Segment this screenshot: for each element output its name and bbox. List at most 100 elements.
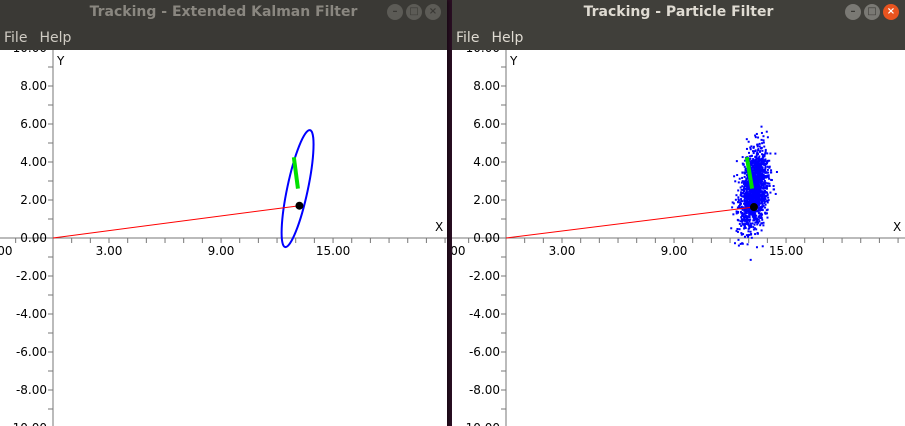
close-button[interactable]: × xyxy=(883,4,899,20)
particle xyxy=(735,210,738,213)
track-line xyxy=(744,156,755,189)
particle xyxy=(737,244,740,247)
y-tick-label: -6.00 xyxy=(469,345,500,359)
particle xyxy=(737,196,740,199)
particle xyxy=(756,189,759,192)
particle xyxy=(754,233,757,236)
particle xyxy=(768,166,771,169)
particle xyxy=(760,177,763,180)
particle xyxy=(744,183,747,186)
particle xyxy=(740,191,743,194)
particle xyxy=(744,214,747,217)
close-button[interactable]: × xyxy=(425,4,441,20)
particle xyxy=(749,162,752,165)
particle xyxy=(755,170,758,173)
particle xyxy=(756,198,759,201)
particle xyxy=(737,198,740,201)
particle xyxy=(766,191,769,194)
particle xyxy=(744,215,747,218)
particle xyxy=(763,200,766,203)
particle xyxy=(763,145,766,148)
particle xyxy=(741,218,744,221)
particle xyxy=(739,210,742,213)
particle xyxy=(747,234,750,237)
particle xyxy=(740,224,743,227)
particle xyxy=(743,212,746,215)
particle xyxy=(754,155,757,158)
particle xyxy=(756,232,759,235)
estimate-point xyxy=(749,203,758,212)
particle xyxy=(756,181,759,184)
particle xyxy=(758,158,761,161)
menu-help[interactable]: Help xyxy=(39,30,72,46)
particle xyxy=(760,174,763,177)
particle xyxy=(759,182,762,185)
particle xyxy=(753,212,756,215)
particle xyxy=(761,176,764,179)
particle xyxy=(744,167,747,170)
particle xyxy=(761,180,764,183)
particle xyxy=(748,210,751,213)
particle xyxy=(749,230,752,233)
minimize-button[interactable]: – xyxy=(387,4,403,20)
particle xyxy=(764,206,767,209)
particle xyxy=(753,199,756,202)
maximize-button[interactable]: □ xyxy=(406,4,422,20)
particle xyxy=(761,209,764,212)
x-axis-label: X xyxy=(893,220,901,234)
particle xyxy=(758,198,761,201)
particle xyxy=(751,213,754,216)
particle xyxy=(763,179,766,182)
particle xyxy=(741,156,744,159)
particle xyxy=(752,152,755,155)
menu-file[interactable]: File xyxy=(4,30,28,46)
particle xyxy=(764,162,767,165)
particle xyxy=(762,155,765,158)
particle xyxy=(761,196,764,199)
x-tick-label: 3.00 xyxy=(96,244,123,258)
particle xyxy=(752,187,755,190)
maximize-button[interactable]: □ xyxy=(864,4,880,20)
particle xyxy=(752,216,755,219)
particle xyxy=(747,192,750,195)
particle xyxy=(754,197,757,200)
particle xyxy=(758,189,761,192)
particle xyxy=(755,193,758,196)
title-bar[interactable]: Tracking - Particle Filter – □ × xyxy=(452,0,905,25)
particle xyxy=(766,136,769,139)
particle xyxy=(735,212,738,215)
title-bar[interactable]: Tracking - Extended Kalman Filter – □ × xyxy=(0,0,447,25)
y-tick-label: -2.00 xyxy=(16,269,47,283)
particle xyxy=(765,176,768,179)
particle xyxy=(760,172,763,175)
particle xyxy=(741,213,744,216)
menu-help[interactable]: Help xyxy=(491,30,524,46)
particle xyxy=(754,169,757,172)
particle xyxy=(759,172,762,175)
particle xyxy=(743,175,746,178)
particle xyxy=(760,157,763,160)
particle xyxy=(742,187,745,190)
particle xyxy=(752,150,755,153)
particle xyxy=(766,168,769,171)
particle xyxy=(744,211,747,214)
ekf-plot: -3.00 3.00 9.00 15.00 10.00 8.00 6.00 4.00 2.00 0… xyxy=(0,50,447,426)
particle xyxy=(740,232,743,235)
particle xyxy=(741,185,744,188)
particle xyxy=(768,184,771,187)
y-tick-label: 8.00 xyxy=(20,79,47,93)
particle xyxy=(757,149,760,152)
particle xyxy=(760,170,763,173)
particle xyxy=(742,215,745,218)
particle xyxy=(756,183,759,186)
particle xyxy=(756,217,759,220)
particle xyxy=(739,242,742,245)
particle xyxy=(762,170,765,173)
particle xyxy=(770,179,773,182)
particle xyxy=(748,189,751,192)
menu-file[interactable]: File xyxy=(456,30,480,46)
minimize-button[interactable]: – xyxy=(845,4,861,20)
particle xyxy=(755,186,758,189)
particle xyxy=(745,147,748,150)
particle xyxy=(743,171,746,174)
